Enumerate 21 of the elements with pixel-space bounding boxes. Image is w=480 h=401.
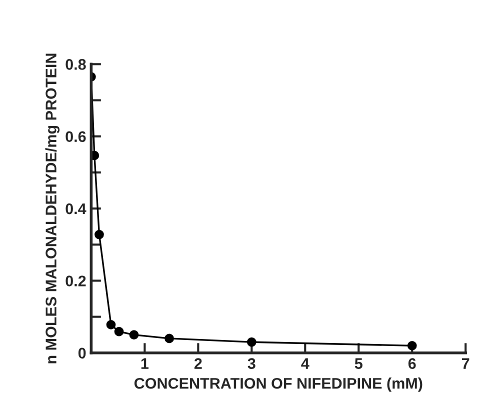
- point: [129, 330, 139, 340]
- x-tick-label: 2: [194, 358, 202, 369]
- point: [94, 230, 104, 240]
- x-tick-label: 1: [141, 358, 149, 369]
- x-tick-label: 4: [301, 358, 310, 369]
- x-axis-title: CONCENTRATION OF NIFEDIPINE (mM): [134, 378, 422, 392]
- x-tick-label: 5: [354, 358, 362, 369]
- y-axis-title: n MOLES MALONALDEHYDE/mg PROTEIN: [45, 54, 60, 364]
- y-tick-label: 0.8: [66, 59, 86, 70]
- point: [164, 334, 174, 344]
- y-tick-label: 0.2: [66, 276, 86, 286]
- x-tick-label: 6: [408, 358, 416, 369]
- point: [114, 326, 124, 336]
- x-tick-label: 3: [248, 358, 256, 369]
- point: [246, 337, 256, 347]
- x-tick-label: 7: [462, 358, 470, 369]
- point: [407, 340, 417, 350]
- y-tick-label: 0: [78, 348, 86, 359]
- y-tick-label: 0.6: [66, 131, 86, 142]
- y-tick-label: 0.4: [66, 203, 86, 214]
- point: [106, 320, 116, 330]
